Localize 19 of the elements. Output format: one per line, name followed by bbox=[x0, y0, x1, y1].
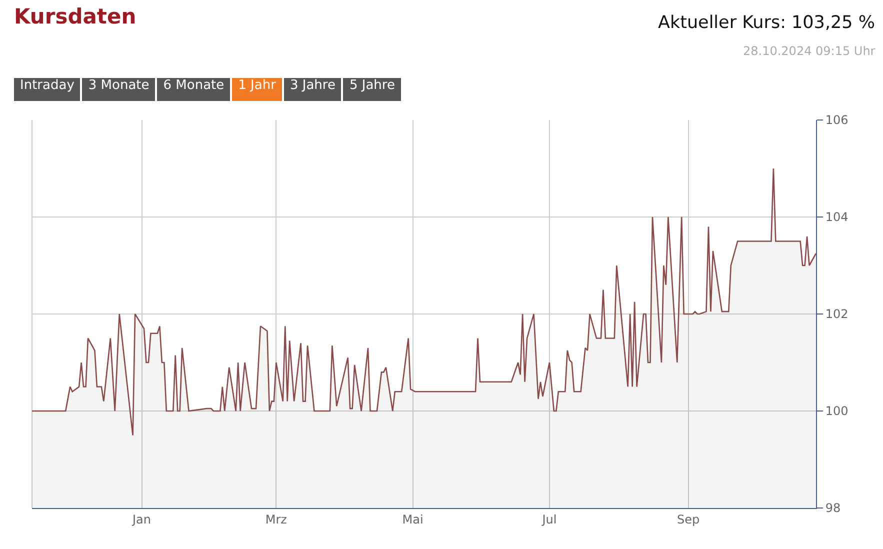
period-button: 3 Monate bbox=[82, 78, 156, 101]
period-button: 3 Jahre bbox=[284, 78, 342, 101]
chart-title: Kursdaten bbox=[14, 4, 136, 29]
x-tick-label: Jul bbox=[541, 512, 557, 526]
x-tick-label: Mai bbox=[402, 512, 424, 526]
x-tick-label: Mrz bbox=[265, 512, 287, 526]
x-tick-label: Jan bbox=[132, 512, 152, 526]
chart-subtitle: Aktueller Kurs: 103,25 % bbox=[658, 13, 875, 33]
y-tick-label: 102 bbox=[825, 307, 848, 322]
y-tick-label: 106 bbox=[825, 113, 848, 128]
y-tick-label: 98 bbox=[825, 501, 841, 516]
period-button: 1 Jahr bbox=[232, 78, 282, 101]
period-button: 6 Monate bbox=[157, 78, 230, 101]
text: 28.10.2024 09:15 Uhr bbox=[743, 44, 876, 58]
x-tick-label: Sep bbox=[677, 512, 700, 526]
y-tick-label: 100 bbox=[825, 404, 848, 418]
y-tick-label: 104 bbox=[825, 210, 848, 224]
period-button: 5 Jahre bbox=[343, 78, 401, 101]
period-button: Intraday bbox=[14, 78, 80, 101]
